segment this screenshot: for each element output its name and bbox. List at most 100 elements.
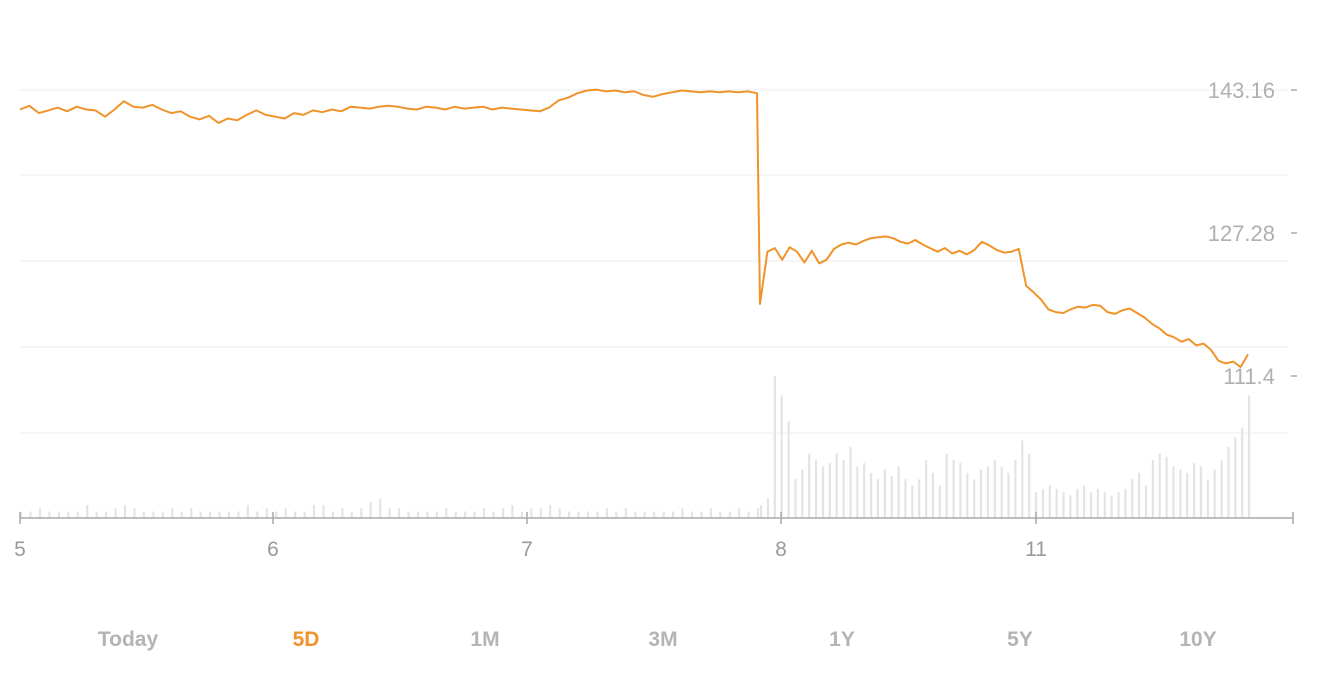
volume-bar [95,511,98,518]
volume-bar [1055,489,1058,518]
volume-bar [700,511,703,518]
volume-bar [483,508,486,518]
volume-bar [842,459,845,518]
volume-bars [20,376,1251,518]
volume-bar [511,505,514,518]
volume-bar [1213,469,1216,518]
volume-bar [863,463,866,518]
volume-bar [821,466,825,518]
y-tick-label: 127.28 [1208,221,1275,246]
volume-bar [596,511,599,518]
volume-bar [1172,466,1175,518]
volume-bar [1248,395,1251,518]
price-chart: 143.16 127.28 111.4 5 6 7 8 11 [14,78,1297,561]
volume-bar [520,511,523,518]
volume-bar [1041,489,1044,518]
volume-bar [856,466,859,518]
volume-bar [952,459,955,518]
volume-bar [757,508,760,518]
volume-bar [801,469,804,518]
volume-bar [1234,437,1237,518]
volume-bar [227,511,231,518]
volume-bar [643,511,646,518]
volume-bar [256,511,259,518]
x-tick-label: 6 [267,538,279,561]
volume-bar [152,511,155,518]
volume-bar [388,508,391,518]
volume-bar [1028,453,1031,518]
volume-bar [634,511,637,518]
volume-bar [911,485,914,518]
volume-bar [190,508,193,518]
volume-bar [426,511,429,518]
tab-5d[interactable]: 5D [292,628,320,651]
volume-bar [672,511,675,518]
volume-bar [539,508,542,518]
volume-bar [435,511,438,518]
volume-bar [1110,495,1113,518]
x-tick-label: 7 [521,538,533,561]
volume-bar [265,508,268,518]
volume-bar [615,511,618,518]
volume-bar [808,453,811,518]
volume-bar [780,395,783,518]
volume-bar [38,508,42,518]
volume-bar [397,508,401,518]
volume-bar [48,511,51,518]
volume-bar [530,508,533,518]
y-tick-label: 111.4 [1223,364,1275,389]
x-axis [19,512,1294,524]
volume-bar [883,469,886,518]
volume-bar [199,511,202,518]
volume-bar [1069,495,1072,518]
volume-bar [1186,472,1189,518]
volume-bar [605,508,608,518]
volume-bar [1007,472,1010,518]
volume-bar [1131,479,1134,518]
volume-bar [890,476,893,518]
volume-bar [662,511,665,518]
volume-bar [1048,485,1051,518]
volume-bar [464,511,467,518]
volume-bar [876,479,879,518]
volume-bar [1179,469,1182,518]
volume-bar [897,466,900,518]
x-tick-label: 11 [1025,538,1047,561]
volume-bar [123,505,127,518]
volume-bar [1151,459,1154,518]
volume-bar [1220,459,1223,518]
tab-5y[interactable]: 5Y [1007,628,1033,651]
volume-bar [681,508,684,518]
price-line [19,88,1249,368]
volume-bar [322,505,325,518]
volume-bar [341,508,344,518]
volume-bar [331,511,334,518]
tab-10y[interactable]: 10Y [1179,628,1217,651]
tab-1m[interactable]: 1M [470,628,500,651]
volume-bar [1227,447,1230,518]
volume-bar [416,511,419,518]
volume-bar [849,447,852,518]
volume-bar [501,508,505,518]
tab-1y[interactable]: 1Y [829,628,855,651]
volume-bar [1062,492,1065,518]
y-axis-labels: 143.16 127.28 111.4 [1208,78,1297,389]
volume-bar [766,498,770,518]
volume-bar [973,479,976,518]
volume-bar [815,459,818,518]
volume-bar [180,511,183,518]
volume-bar [454,511,457,518]
volume-bar [577,511,580,518]
volume-bar [142,511,145,518]
x-tick-label: 8 [775,538,787,561]
tab-today[interactable]: Today [97,628,159,651]
volume-bar [360,508,363,518]
volume-bar [445,508,448,518]
volume-bar [1103,492,1106,518]
volume-bar [67,511,70,518]
volume-bar [114,508,117,518]
volume-bar [728,511,731,518]
volume-bar [719,511,722,518]
volume-bar [105,511,108,518]
tab-3m[interactable]: 3M [648,628,678,651]
